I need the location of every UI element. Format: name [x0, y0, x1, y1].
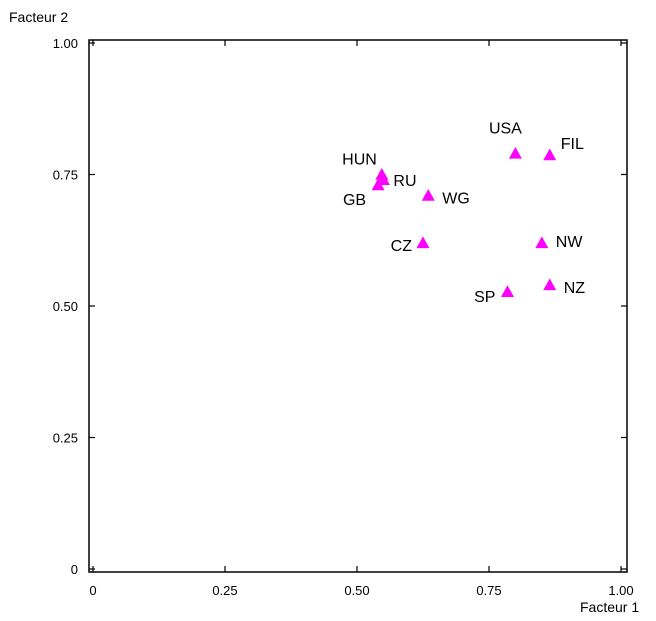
x-tick-label: 0.75 — [476, 583, 501, 598]
point-label-hun: HUN — [342, 152, 377, 169]
y-tick-label: 0.75 — [53, 168, 78, 183]
y-tick-label: 0.25 — [53, 431, 78, 446]
data-point-nw — [535, 236, 549, 249]
point-label-wg: WG — [442, 191, 470, 208]
y-axis-title: Facteur 2 — [9, 9, 68, 25]
point-label-gb: GB — [343, 192, 366, 209]
y-tick-label: 1.00 — [53, 36, 78, 51]
data-point-usa — [508, 146, 522, 159]
x-ticks: 0 0.25 0.50 0.75 1.00 — [89, 40, 634, 598]
point-label-sp: SP — [474, 289, 495, 306]
point-label-usa: USA — [489, 120, 522, 137]
x-tick-label: 0.50 — [344, 583, 369, 598]
data-point-ru — [376, 173, 390, 185]
y-ticks: 0 0.25 0.50 0.75 1.00 — [53, 36, 627, 577]
point-label-nw: NW — [556, 234, 584, 251]
data-point-gb — [371, 178, 385, 191]
point-label-nz: NZ — [564, 280, 586, 297]
point-label-fil: FIL — [561, 136, 584, 153]
point-label-cz: CZ — [391, 238, 413, 255]
plot-frame — [88, 39, 628, 573]
data-point-fil — [543, 148, 557, 161]
point-label-ru: RU — [393, 173, 416, 190]
data-point-wg — [421, 189, 435, 201]
x-tick-label: 0.25 — [212, 583, 237, 598]
x-tick-label: 1.00 — [608, 583, 633, 598]
y-tick-label: 0.50 — [53, 299, 78, 314]
data-point-nz — [543, 278, 557, 291]
data-points: USA FIL HUN RU GB WG CZ NW SP NZ — [342, 120, 585, 305]
data-point-sp — [500, 285, 514, 297]
x-axis-title: Facteur 1 — [580, 599, 639, 615]
y-tick-label: 0 — [71, 562, 78, 577]
x-tick-label: 0 — [89, 583, 96, 598]
data-point-cz — [416, 236, 430, 249]
